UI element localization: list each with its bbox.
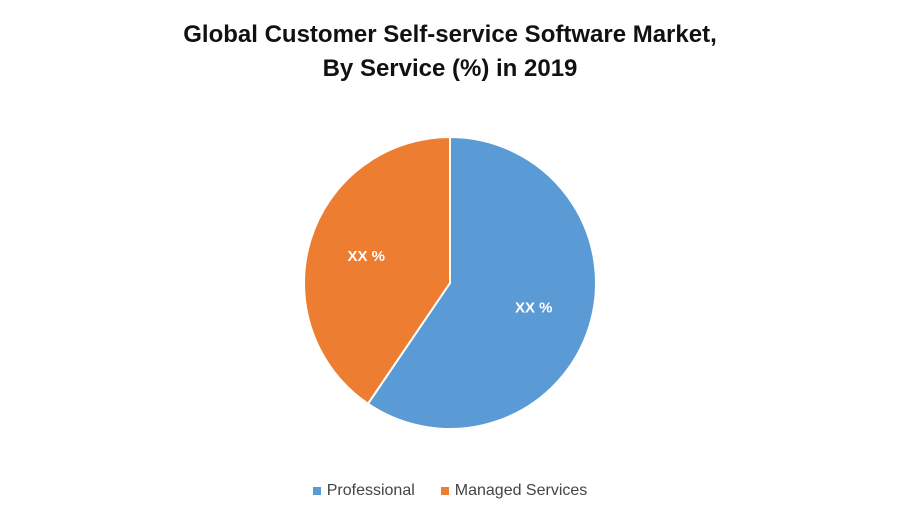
pie-slice-managed-services: [303, 135, 451, 406]
data-label-professional: XX %: [515, 300, 553, 317]
legend-label-managed-services: Managed Services: [454, 482, 588, 499]
pie-slice-professional: [366, 135, 597, 430]
data-label-managed-services: XX %: [348, 248, 386, 265]
legend-item-professional: Professional: [312, 482, 415, 500]
chart-title: Global Customer Self-service Software Ma…: [0, 18, 900, 86]
legend-swatch-professional: [312, 487, 321, 495]
chart-title-line-2: By Service (%) in 2019: [322, 55, 578, 82]
legend-label-professional: Professional: [326, 482, 415, 499]
legend-item-managed-services: Managed Services: [440, 482, 588, 500]
chart-title-line-1: Global Customer Self-service Software Ma…: [183, 21, 717, 48]
chart-legend: Professional Managed Services: [0, 482, 900, 500]
legend-swatch-managed-services: [440, 487, 449, 495]
